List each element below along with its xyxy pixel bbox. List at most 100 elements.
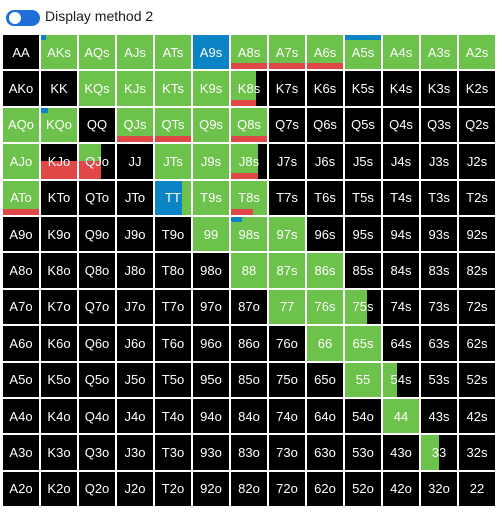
hand-cell-75s[interactable]: 75s xyxy=(344,288,382,326)
hand-cell-44[interactable]: 44 xyxy=(382,397,420,435)
hand-cell-a9o[interactable]: A9o xyxy=(2,215,40,253)
hand-cell-a6o[interactable]: A6o xyxy=(2,325,40,362)
hand-cell-j9o[interactable]: J9o xyxy=(116,215,154,253)
hand-cell-94s[interactable]: 94s xyxy=(382,215,420,253)
hand-cell-qq[interactable]: QQ xyxy=(78,106,116,144)
hand-cell-t3o[interactable]: T3o xyxy=(154,434,192,471)
hand-cell-k3o[interactable]: K3o xyxy=(40,434,78,471)
hand-cell-kts[interactable]: KTs xyxy=(154,70,192,107)
hand-cell-q8s[interactable]: Q8s xyxy=(230,106,268,144)
hand-cell-92o[interactable]: 92o xyxy=(192,470,230,508)
hand-cell-kqo[interactable]: KQo xyxy=(40,106,78,144)
hand-cell-q4o[interactable]: Q4o xyxy=(78,397,116,435)
hand-cell-j8o[interactable]: J8o xyxy=(116,252,154,289)
hand-cell-tt[interactable]: TT xyxy=(154,179,192,216)
hand-cell-q2o[interactable]: Q2o xyxy=(78,470,116,508)
hand-cell-ako[interactable]: AKo xyxy=(2,70,40,107)
hand-cell-85s[interactable]: 85s xyxy=(344,252,382,289)
hand-cell-74s[interactable]: 74s xyxy=(382,288,420,326)
hand-cell-82s[interactable]: 82s xyxy=(458,252,496,289)
hand-cell-jto[interactable]: JTo xyxy=(116,179,154,216)
hand-cell-j2s[interactable]: J2s xyxy=(458,143,496,180)
hand-cell-kqs[interactable]: KQs xyxy=(78,70,116,107)
hand-cell-t7o[interactable]: T7o xyxy=(154,288,192,326)
hand-cell-t5s[interactable]: T5s xyxy=(344,179,382,216)
hand-cell-k8s[interactable]: K8s xyxy=(230,70,268,107)
hand-cell-86s[interactable]: 86s xyxy=(306,252,344,289)
hand-cell-a4o[interactable]: A4o xyxy=(2,397,40,435)
hand-cell-j5s[interactable]: J5s xyxy=(344,143,382,180)
hand-cell-74o[interactable]: 74o xyxy=(268,397,306,435)
hand-cell-93o[interactable]: 93o xyxy=(192,434,230,471)
hand-cell-k9o[interactable]: K9o xyxy=(40,215,78,253)
hand-cell-j9s[interactable]: J9s xyxy=(192,143,230,180)
hand-cell-q6o[interactable]: Q6o xyxy=(78,325,116,362)
hand-cell-62o[interactable]: 62o xyxy=(306,470,344,508)
hand-cell-j8s[interactable]: J8s xyxy=(230,143,268,180)
hand-cell-43o[interactable]: 43o xyxy=(382,434,420,471)
hand-cell-k9s[interactable]: K9s xyxy=(192,70,230,107)
hand-cell-98o[interactable]: 98o xyxy=(192,252,230,289)
hand-cell-qjo[interactable]: QJo xyxy=(78,143,116,180)
hand-cell-ajs[interactable]: AJs xyxy=(116,34,154,71)
hand-cell-87o[interactable]: 87o xyxy=(230,288,268,326)
hand-cell-q3o[interactable]: Q3o xyxy=(78,434,116,471)
hand-cell-qts[interactable]: QTs xyxy=(154,106,192,144)
hand-cell-43s[interactable]: 43s xyxy=(420,397,458,435)
hand-cell-76s[interactable]: 76s xyxy=(306,288,344,326)
hand-cell-96o[interactable]: 96o xyxy=(192,325,230,362)
hand-cell-q5s[interactable]: Q5s xyxy=(344,106,382,144)
hand-cell-95s[interactable]: 95s xyxy=(344,215,382,253)
hand-cell-k3s[interactable]: K3s xyxy=(420,70,458,107)
hand-cell-j2o[interactable]: J2o xyxy=(116,470,154,508)
hand-cell-k7o[interactable]: K7o xyxy=(40,288,78,326)
hand-cell-a5o[interactable]: A5o xyxy=(2,361,40,398)
hand-cell-t2o[interactable]: T2o xyxy=(154,470,192,508)
hand-cell-j7o[interactable]: J7o xyxy=(116,288,154,326)
hand-cell-ajo[interactable]: AJo xyxy=(2,143,40,180)
hand-cell-kk[interactable]: KK xyxy=(40,70,78,107)
hand-cell-83s[interactable]: 83s xyxy=(420,252,458,289)
hand-cell-ato[interactable]: ATo xyxy=(2,179,40,216)
hand-cell-65o[interactable]: 65o xyxy=(306,361,344,398)
hand-cell-a2s[interactable]: A2s xyxy=(458,34,496,71)
hand-cell-33[interactable]: 33 xyxy=(420,434,458,471)
hand-cell-t9o[interactable]: T9o xyxy=(154,215,192,253)
hand-cell-76o[interactable]: 76o xyxy=(268,325,306,362)
hand-cell-77[interactable]: 77 xyxy=(268,288,306,326)
hand-cell-j5o[interactable]: J5o xyxy=(116,361,154,398)
hand-cell-kto[interactable]: KTo xyxy=(40,179,78,216)
hand-cell-62s[interactable]: 62s xyxy=(458,325,496,362)
hand-cell-72o[interactable]: 72o xyxy=(268,470,306,508)
hand-cell-64s[interactable]: 64s xyxy=(382,325,420,362)
hand-cell-a8s[interactable]: A8s xyxy=(230,34,268,71)
hand-cell-42s[interactable]: 42s xyxy=(458,397,496,435)
hand-cell-k5o[interactable]: K5o xyxy=(40,361,78,398)
hand-cell-66[interactable]: 66 xyxy=(306,325,344,362)
hand-cell-85o[interactable]: 85o xyxy=(230,361,268,398)
hand-cell-t4s[interactable]: T4s xyxy=(382,179,420,216)
hand-cell-q6s[interactable]: Q6s xyxy=(306,106,344,144)
hand-cell-t8o[interactable]: T8o xyxy=(154,252,192,289)
hand-cell-86o[interactable]: 86o xyxy=(230,325,268,362)
hand-cell-53o[interactable]: 53o xyxy=(344,434,382,471)
hand-cell-aqo[interactable]: AQo xyxy=(2,106,40,144)
hand-cell-52o[interactable]: 52o xyxy=(344,470,382,508)
hand-cell-73o[interactable]: 73o xyxy=(268,434,306,471)
hand-cell-a8o[interactable]: A8o xyxy=(2,252,40,289)
hand-cell-a5s[interactable]: A5s xyxy=(344,34,382,71)
hand-cell-84o[interactable]: 84o xyxy=(230,397,268,435)
hand-cell-22[interactable]: 22 xyxy=(458,470,496,508)
hand-cell-94o[interactable]: 94o xyxy=(192,397,230,435)
hand-cell-q8o[interactable]: Q8o xyxy=(78,252,116,289)
hand-cell-88[interactable]: 88 xyxy=(230,252,268,289)
hand-cell-q7o[interactable]: Q7o xyxy=(78,288,116,326)
hand-cell-q9s[interactable]: Q9s xyxy=(192,106,230,144)
hand-cell-96s[interactable]: 96s xyxy=(306,215,344,253)
hand-cell-32s[interactable]: 32s xyxy=(458,434,496,471)
hand-cell-t4o[interactable]: T4o xyxy=(154,397,192,435)
hand-cell-32o[interactable]: 32o xyxy=(420,470,458,508)
hand-cell-82o[interactable]: 82o xyxy=(230,470,268,508)
hand-cell-97o[interactable]: 97o xyxy=(192,288,230,326)
hand-cell-42o[interactable]: 42o xyxy=(382,470,420,508)
